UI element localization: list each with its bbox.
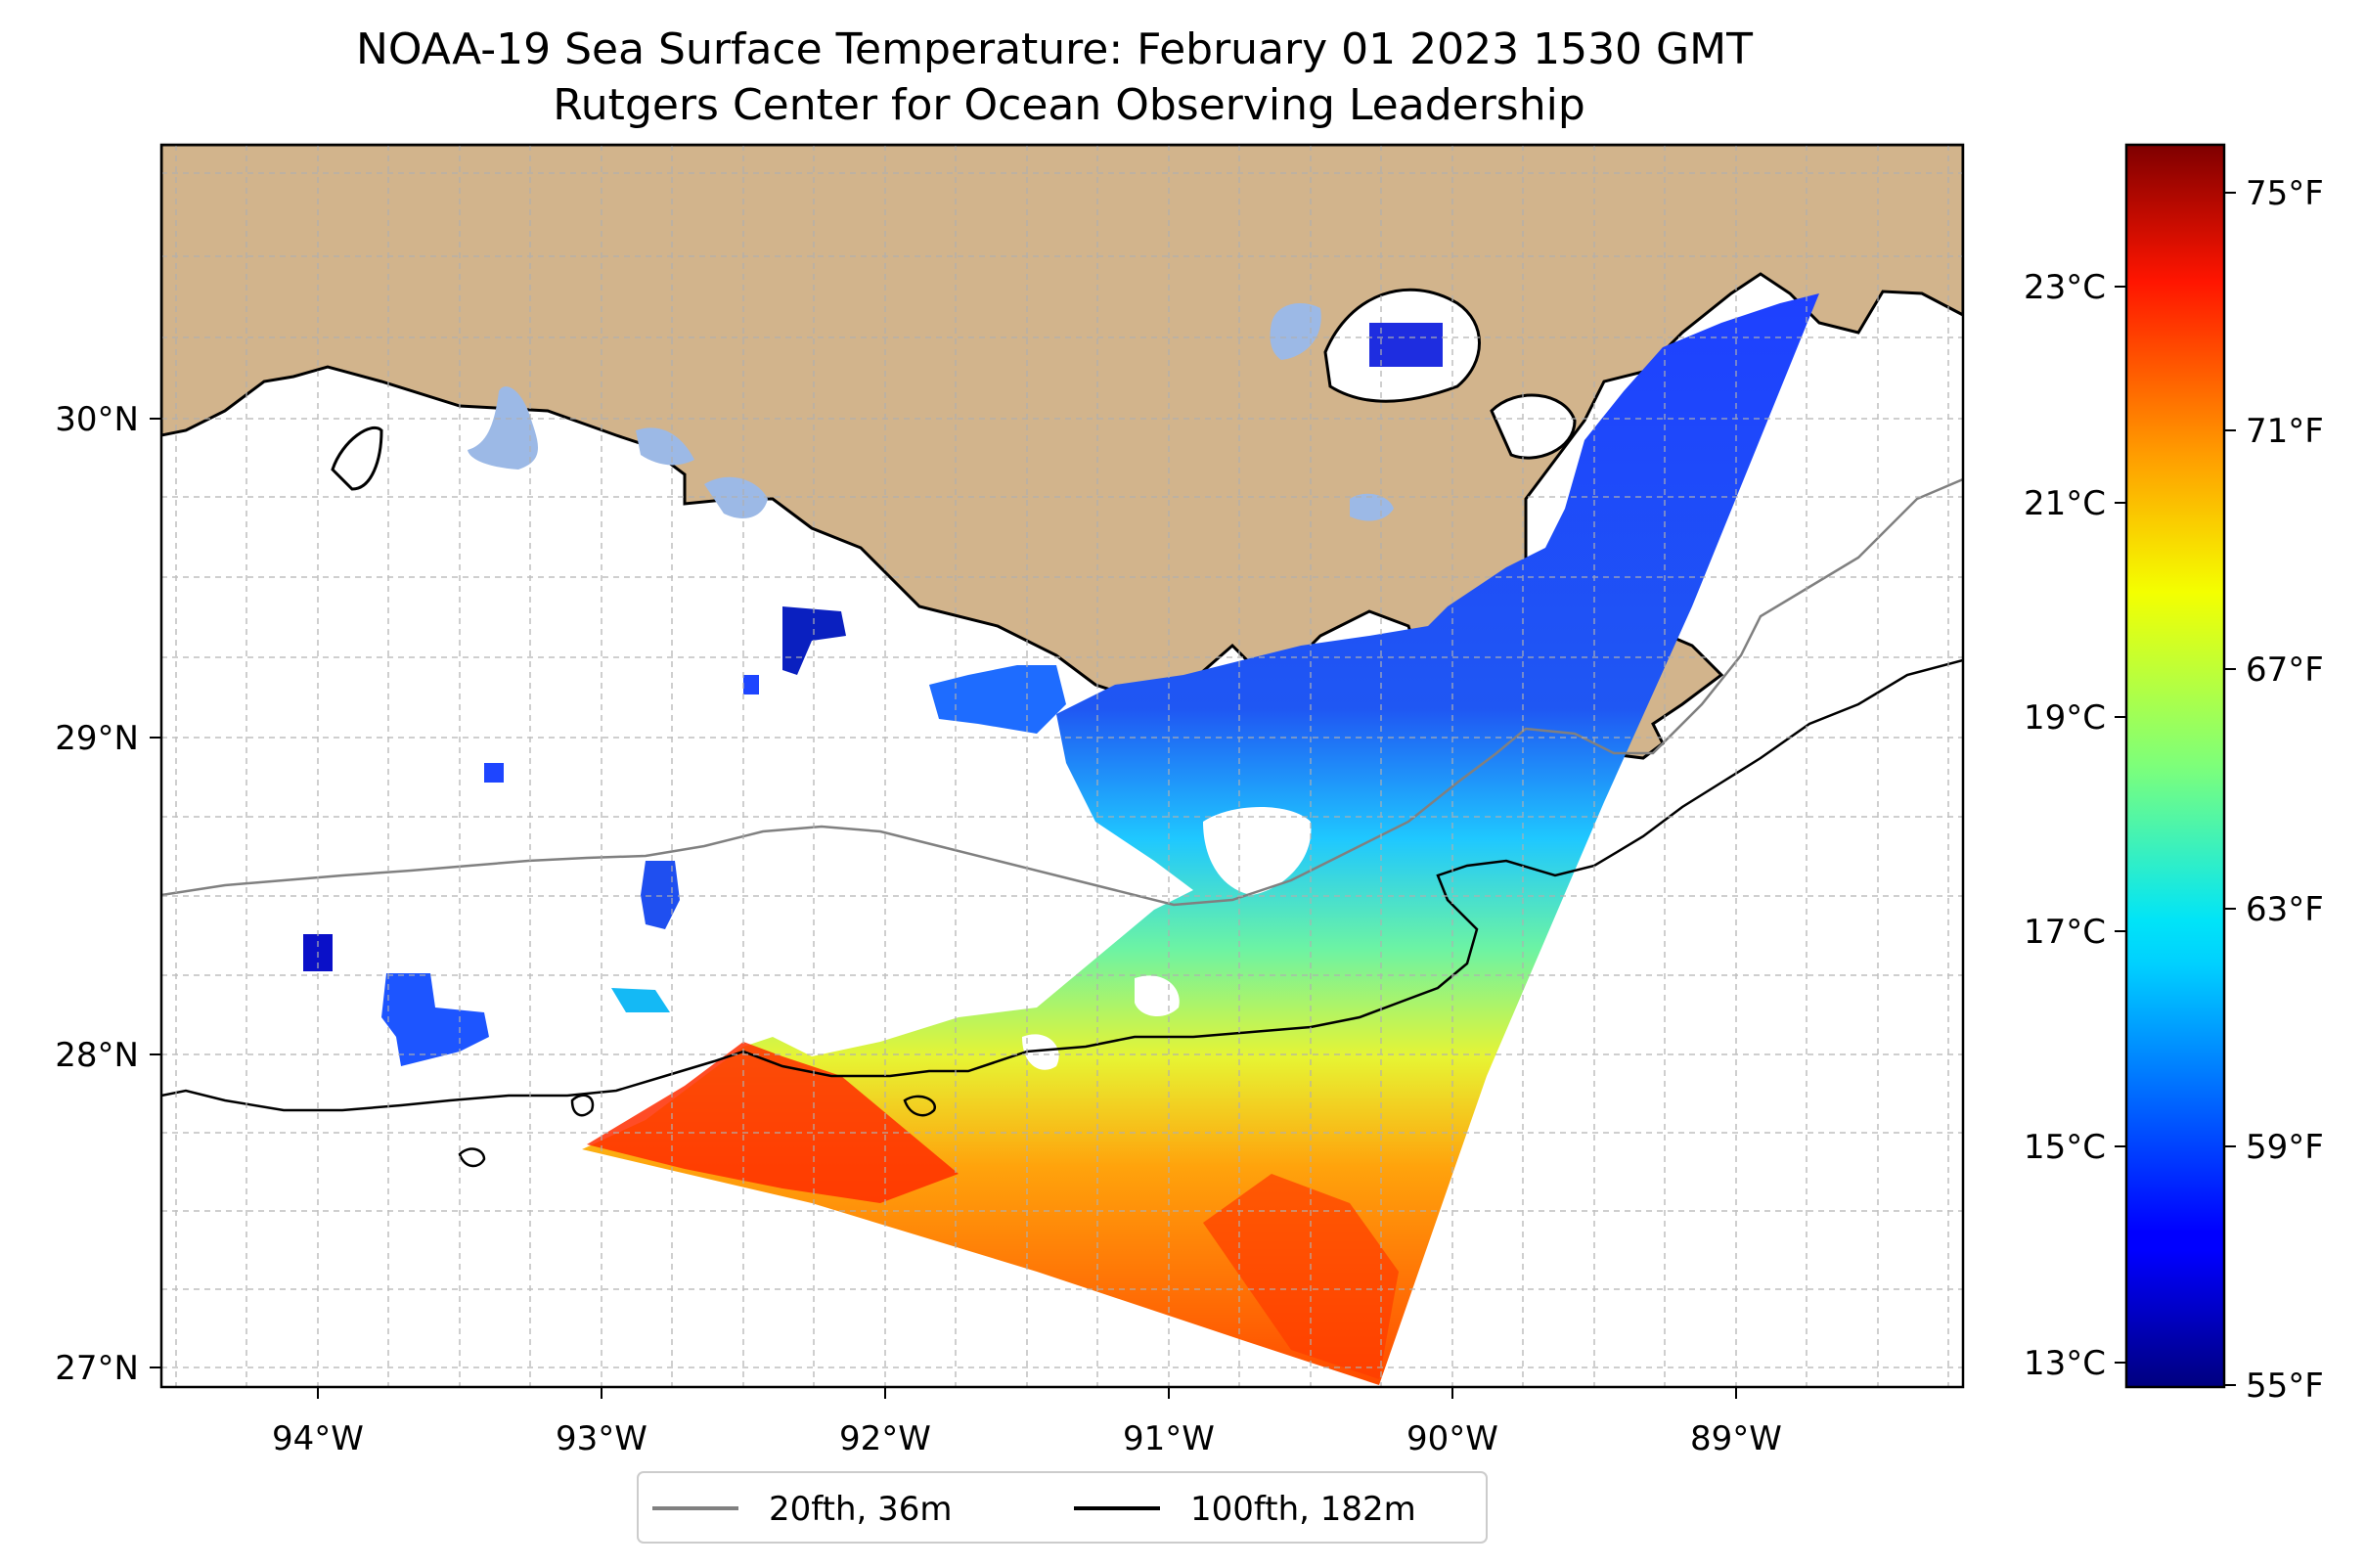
colorbar-celsius-label: 21°C	[2024, 484, 2106, 523]
colorbar-fahrenheit-label: 55°F	[2246, 1366, 2324, 1406]
title-line-1: NOAA-19 Sea Surface Temperature: Februar…	[356, 24, 1753, 74]
lake	[636, 427, 694, 466]
colorbar-celsius-label: 23°C	[2024, 268, 2106, 307]
x-tick-label: 91°W	[1123, 1419, 1215, 1458]
map-frame	[159, 143, 1965, 1389]
colorbar: 13°C 15°C 17°C 19°C 21°C 23°C 55°F 59°F …	[2024, 143, 2324, 1406]
sst-pixels	[743, 675, 759, 694]
island	[903, 1095, 936, 1117]
sst-pixels	[611, 988, 670, 1012]
colorbar-celsius-label: 13°C	[2024, 1344, 2106, 1383]
x-tick-label: 90°W	[1406, 1419, 1498, 1458]
colorbar-fahrenheit-label: 59°F	[2246, 1128, 2324, 1167]
colorbar-fahrenheit-label: 71°F	[2246, 412, 2324, 451]
island	[458, 1147, 486, 1168]
colorbar-gradient	[2124, 143, 2226, 1389]
cloud-gap	[1022, 1034, 1059, 1070]
isobath-legend: 20fth, 36m 100fth, 182m	[637, 1471, 1488, 1544]
legend-label-100fth: 100fth, 182m	[1190, 1490, 1416, 1529]
x-tick-label: 93°W	[556, 1419, 647, 1458]
colorbar-fahrenheit-label: 67°F	[2246, 650, 2324, 690]
island	[570, 1094, 595, 1117]
legend-box	[637, 1471, 1488, 1544]
x-tick-label: 92°W	[839, 1419, 931, 1458]
colorbar-fahrenheit-label: 63°F	[2246, 890, 2324, 929]
colorbar-celsius-label: 15°C	[2024, 1128, 2106, 1167]
sst-pixels	[929, 665, 1066, 734]
sst-warm-patch	[587, 1042, 959, 1203]
sst-pixels	[381, 973, 489, 1066]
colorbar-celsius-label: 19°C	[2024, 698, 2106, 738]
title-line-2: Rutgers Center for Ocean Observing Leade…	[553, 80, 1585, 130]
gridlines	[161, 145, 1963, 1387]
sst-pixels	[484, 763, 504, 783]
isobath-100fth	[161, 658, 1963, 1112]
y-tick-label: 30°N	[55, 400, 139, 439]
sst-pixels	[641, 861, 680, 929]
lake	[704, 476, 768, 518]
inland-bay	[1490, 393, 1577, 460]
cloud-gap	[1203, 807, 1312, 895]
inland-bay	[331, 426, 383, 491]
legend-label-20fth: 20fth, 36m	[769, 1490, 953, 1529]
lake	[1270, 303, 1321, 360]
x-tick-label: 94°W	[272, 1419, 364, 1458]
x-tick-label: 89°W	[1690, 1419, 1782, 1458]
x-axis-ticks	[317, 1387, 1737, 1399]
y-tick-label: 29°N	[55, 719, 139, 758]
isobath-20fth	[161, 477, 1963, 907]
colorbar-fahrenheit-label: 75°F	[2246, 174, 2324, 213]
sst-swath	[582, 293, 1819, 1385]
sst-warm-patch	[1203, 1174, 1399, 1379]
y-axis-ticks	[150, 418, 161, 1368]
map-area: 94°W 93°W 92°W 91°W 90°W 89°W 27°N 28°N …	[55, 143, 1965, 1458]
colorbar-celsius-ticks	[2115, 286, 2126, 1364]
y-tick-label: 28°N	[55, 1036, 139, 1075]
y-tick-label: 27°N	[55, 1349, 139, 1388]
colorbar-celsius-label: 17°C	[2024, 913, 2106, 952]
lake	[1350, 493, 1394, 521]
colorbar-fahrenheit-ticks	[2224, 192, 2236, 1386]
lake	[468, 386, 538, 470]
